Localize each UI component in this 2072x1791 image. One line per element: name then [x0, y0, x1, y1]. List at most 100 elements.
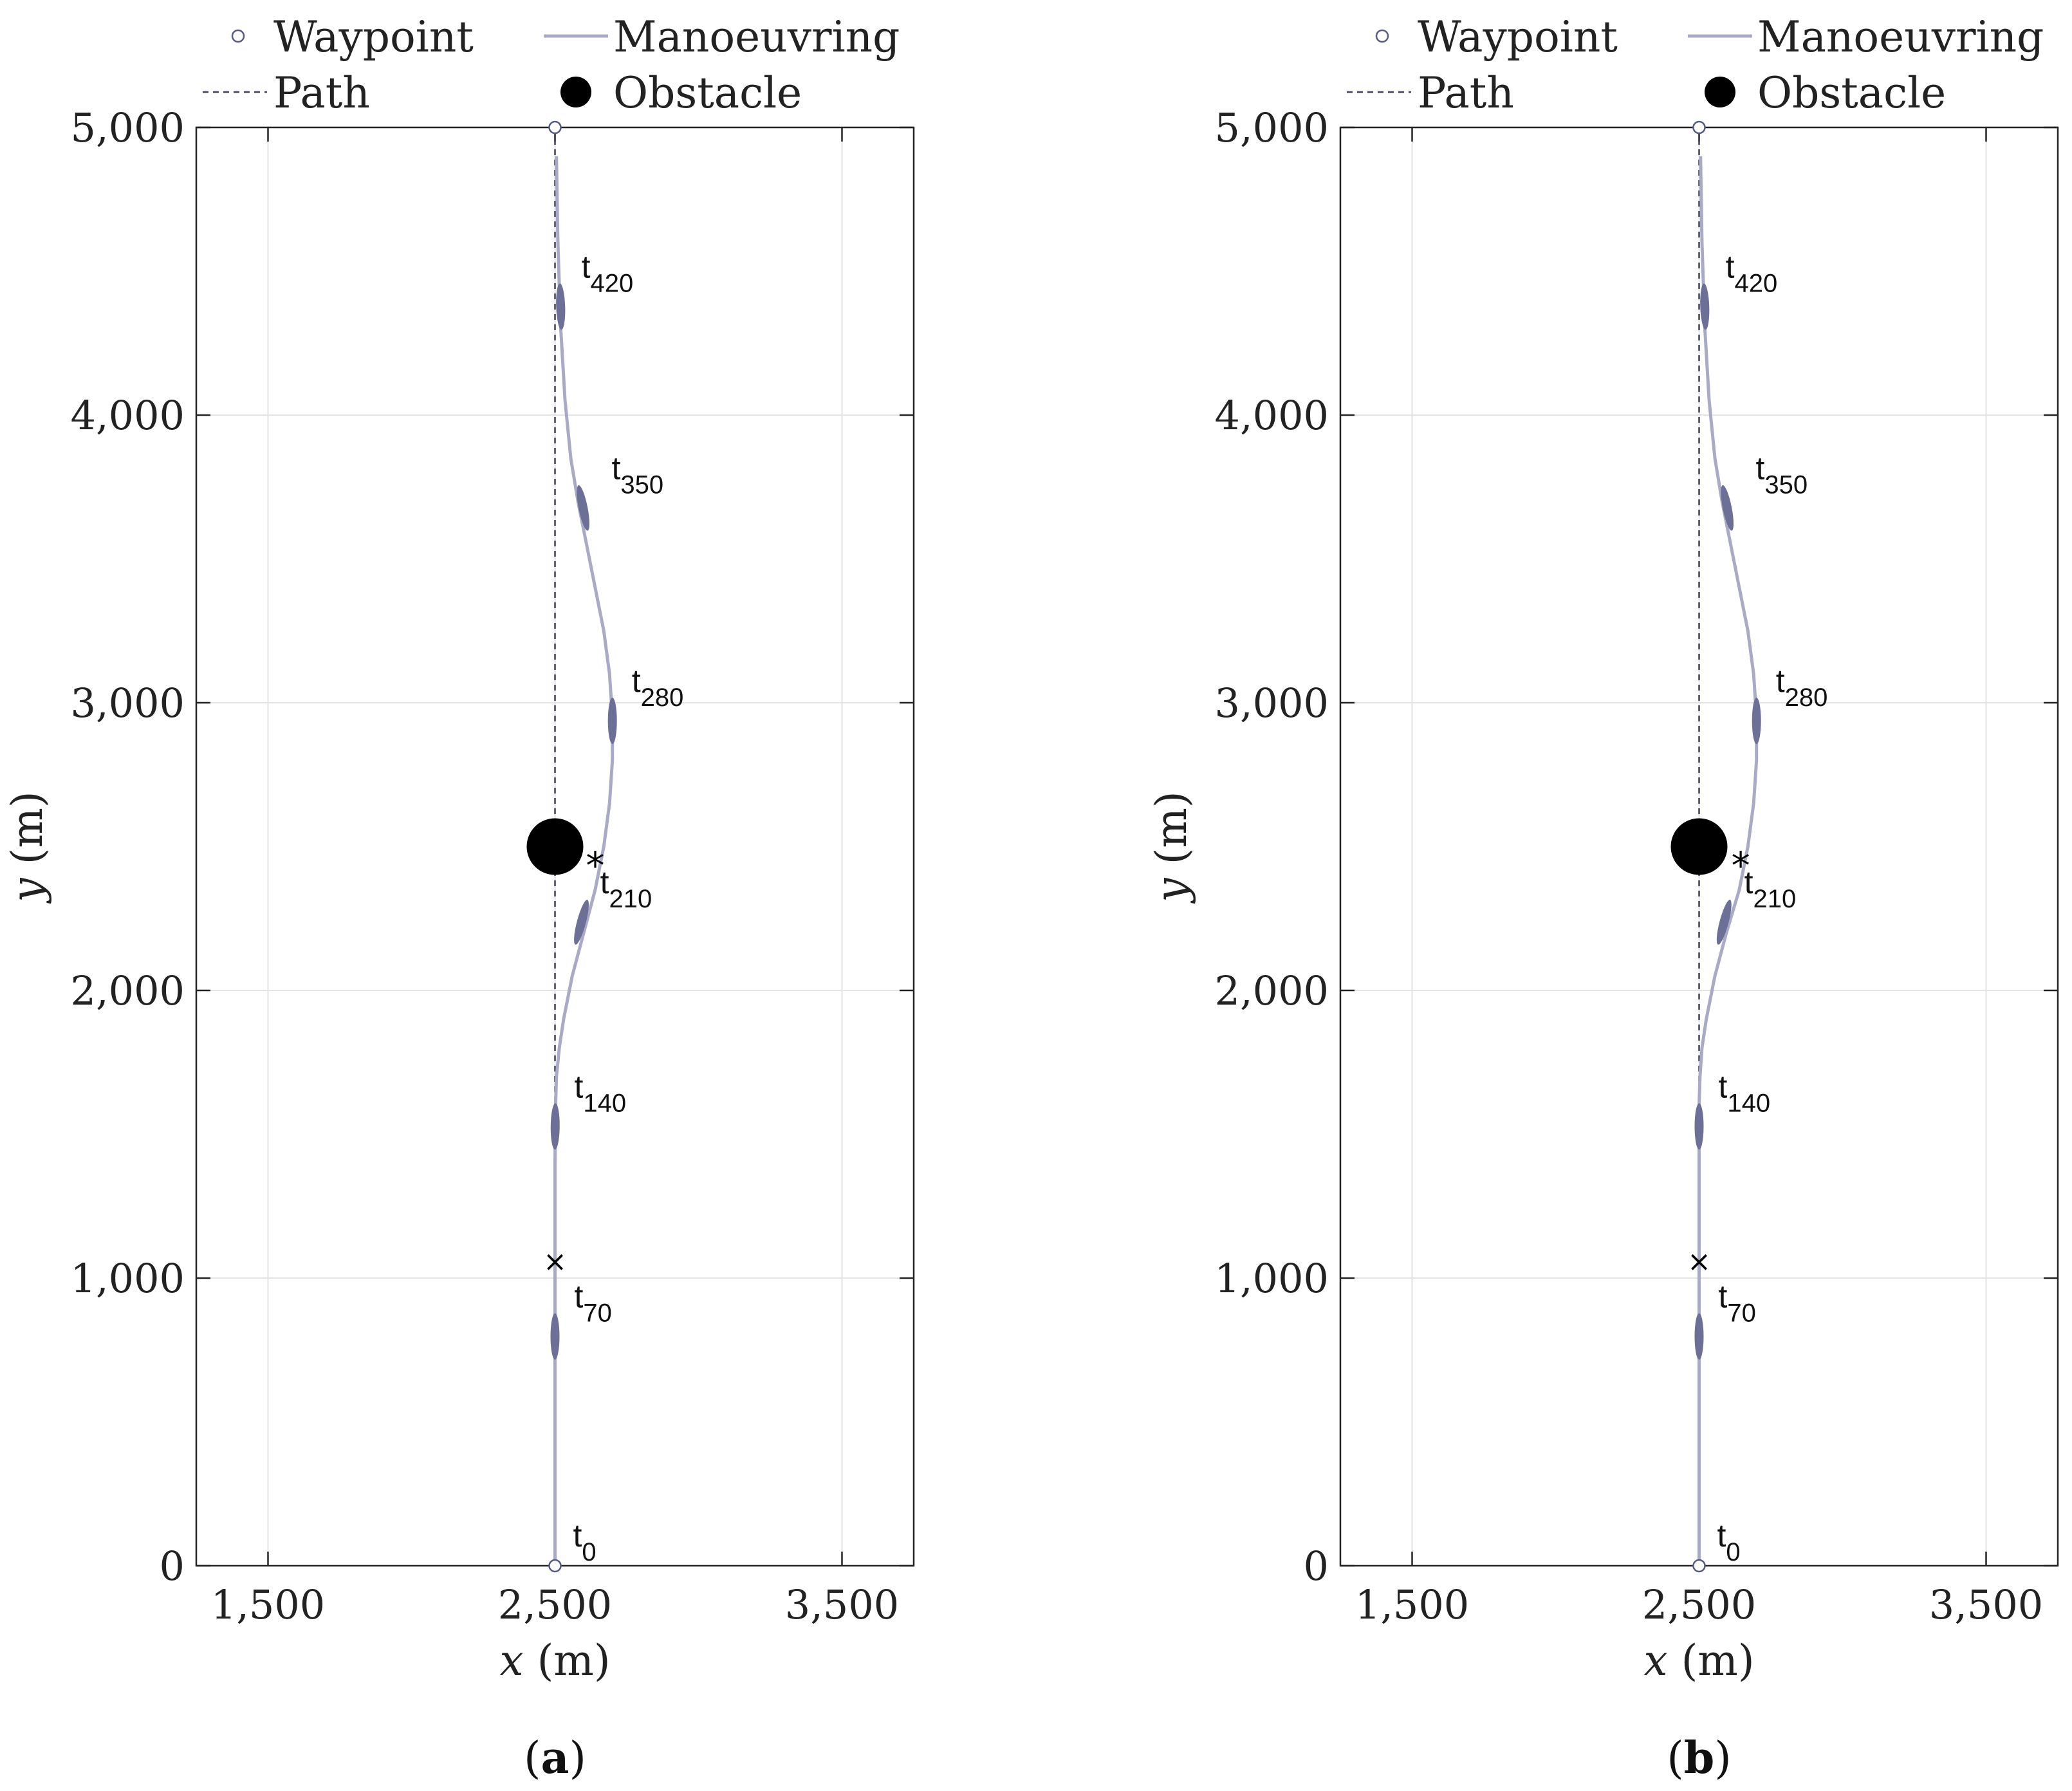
ship-hull-marker	[1694, 1103, 1704, 1150]
time-label-base: t	[575, 1068, 584, 1104]
time-label: t140	[1719, 1068, 1771, 1117]
time-label-base: t	[1776, 663, 1785, 699]
panel-caption-letter: a	[541, 1732, 569, 1784]
legend-label-obstacle: Obstacle	[1757, 68, 1946, 118]
y-tick-label: 2,000	[1215, 967, 1329, 1014]
chart-panel-b: 1,500 2,500 3,500 0 1,000 2,000 3,000 4,000 5,00…	[1147, 12, 2059, 1784]
ship-hull-marker	[1694, 1313, 1704, 1360]
waypoint-marker	[1692, 1559, 1706, 1573]
panel-caption: (a)	[524, 1732, 586, 1784]
legend-label-manoeuvring: Manoeuvring	[1757, 12, 2044, 62]
x-axis-label-var: x	[1643, 1636, 1667, 1685]
time-label-subscript: 280	[641, 683, 684, 712]
panel-caption-open: (	[1667, 1733, 1684, 1784]
legend-waypoint-marker	[1375, 29, 1389, 43]
time-label-subscript: 210	[1753, 885, 1797, 913]
ship-hull-marker	[556, 283, 566, 330]
time-label-subscript: 0	[1726, 1538, 1740, 1566]
ship-hull-marker	[574, 900, 589, 945]
x-axis-label-gap	[1668, 1636, 1681, 1685]
y-axis-label-unit: (m)	[1147, 791, 1196, 864]
legend-label-manoeuvring: Manoeuvring	[613, 12, 900, 62]
x-axis-label-var: x	[499, 1636, 523, 1685]
legend-label-waypoint: Waypoint	[273, 12, 474, 62]
ship-hull-marker	[1700, 283, 1710, 330]
y-tick-label: 0	[1304, 1543, 1329, 1590]
x-axis-label: x (m)	[499, 1636, 610, 1685]
legend-obstacle-marker	[560, 77, 591, 107]
manoeuvring-series-line	[553, 156, 615, 1566]
y-axis-label: y (m)	[1147, 791, 1196, 904]
time-label: t0	[1717, 1517, 1741, 1566]
y-axis-label-var: y	[1147, 878, 1196, 904]
time-label: t210	[1744, 864, 1797, 913]
y-tick-label: 3,000	[1215, 680, 1329, 727]
time-label-subscript: 280	[1785, 683, 1828, 712]
ship-hull-marker	[550, 1103, 560, 1150]
ship-hull-marker	[1752, 698, 1761, 745]
y-tick-label: 2,000	[71, 967, 185, 1014]
y-tick-label: 1,000	[1215, 1255, 1329, 1302]
y-tick-label: 1,000	[71, 1255, 185, 1302]
x-axis-label: x (m)	[1643, 1636, 1754, 1685]
time-label: t280	[1776, 663, 1828, 712]
time-label: t70	[575, 1279, 612, 1328]
waypoint-marker	[548, 120, 562, 135]
time-label-base: t	[575, 1279, 584, 1315]
legend-obstacle-marker	[1705, 77, 1735, 107]
time-label: t420	[582, 248, 634, 297]
y-tick-label: 0	[160, 1543, 185, 1590]
time-label-base: t	[1726, 248, 1735, 284]
x-tick-label: 1,500	[211, 1581, 326, 1628]
panel-caption-open: (	[524, 1733, 541, 1784]
legend-label-obstacle: Obstacle	[613, 68, 802, 118]
y-axis-label-gap	[1147, 864, 1196, 878]
x-axis-label-gap	[524, 1636, 537, 1685]
panel-caption-letter: b	[1684, 1732, 1715, 1784]
ship-hull-marker	[577, 485, 590, 531]
y-tick-label: 5,000	[71, 104, 185, 151]
ship-hull-marker	[1721, 485, 1734, 531]
panel-caption-close: )	[1714, 1733, 1732, 1784]
time-label-base: t	[1717, 1517, 1726, 1554]
time-label-base: t	[1719, 1068, 1728, 1104]
legend-label-waypoint: Waypoint	[1418, 12, 1618, 62]
y-axis-label-var: y	[3, 878, 52, 904]
time-label-base: t	[1755, 450, 1764, 486]
star-marker: *	[1732, 844, 1750, 887]
time-label-base: t	[582, 248, 591, 284]
time-label-base: t	[1719, 1279, 1728, 1315]
y-axis-label: y (m)	[3, 791, 52, 904]
star-marker: *	[586, 844, 604, 887]
panel-caption: (b)	[1667, 1732, 1732, 1784]
x-tick-label: 3,500	[1929, 1581, 2044, 1628]
time-label: t350	[611, 450, 663, 499]
time-label-subscript: 350	[620, 470, 663, 499]
legend-label-path: Path	[1418, 68, 1514, 118]
obstacle-marker	[526, 818, 584, 875]
manoeuvring-series-line	[1697, 156, 1759, 1566]
x-tick-label: 2,500	[1642, 1581, 1757, 1628]
x-tick-label: 2,500	[498, 1581, 613, 1628]
time-label-subscript: 420	[591, 269, 634, 297]
time-label-subscript: 140	[583, 1089, 626, 1117]
chart-panel-a: 1,500 2,500 3,500 0 1,000 2,000 3,000 4,000 5,00…	[3, 12, 915, 1784]
time-label: t210	[600, 864, 652, 913]
time-label-subscript: 70	[1727, 1299, 1756, 1328]
y-axis-label-gap	[3, 864, 52, 878]
ship-hull-marker	[1716, 900, 1732, 945]
time-label-base: t	[632, 663, 641, 699]
time-label-base: t	[611, 450, 620, 486]
time-label: t420	[1726, 248, 1778, 297]
waypoint-marker	[548, 1559, 562, 1573]
x-axis-label-unit: (m)	[1681, 1636, 1755, 1685]
time-label: t350	[1755, 450, 1808, 499]
y-axis-label-unit: (m)	[3, 791, 52, 864]
time-label: t0	[573, 1517, 597, 1566]
y-tick-label: 4,000	[71, 392, 185, 439]
obstacle-marker	[1670, 818, 1728, 875]
time-label-subscript: 350	[1764, 470, 1808, 499]
time-label-base: t	[600, 864, 609, 900]
time-label-base: t	[573, 1517, 582, 1554]
panel-caption-close: )	[569, 1733, 587, 1784]
